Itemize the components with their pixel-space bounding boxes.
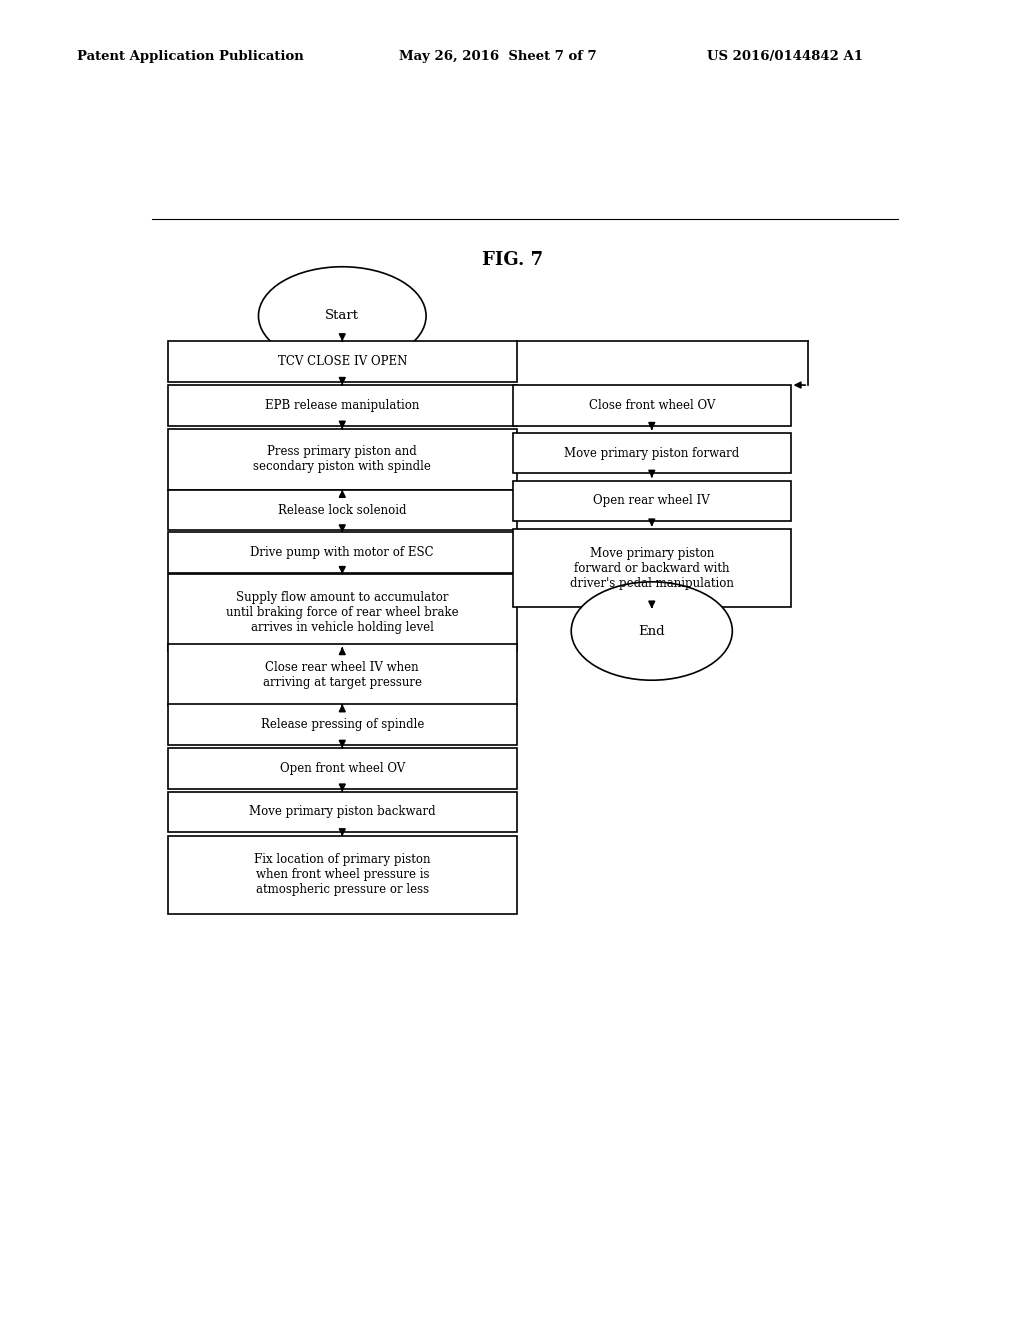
Text: May 26, 2016  Sheet 7 of 7: May 26, 2016 Sheet 7 of 7 (399, 50, 597, 63)
FancyBboxPatch shape (513, 480, 791, 521)
Text: US 2016/0144842 A1: US 2016/0144842 A1 (707, 50, 862, 63)
Text: Close front wheel OV: Close front wheel OV (589, 399, 715, 412)
FancyBboxPatch shape (168, 704, 517, 744)
FancyBboxPatch shape (168, 644, 517, 705)
Text: Move primary piston forward: Move primary piston forward (564, 446, 739, 459)
FancyBboxPatch shape (168, 490, 517, 531)
Text: Open rear wheel IV: Open rear wheel IV (593, 495, 711, 507)
Text: Fix location of primary piston
when front wheel pressure is
atmospheric pressure: Fix location of primary piston when fron… (254, 854, 430, 896)
Text: Move primary piston
forward or backward with
driver's pedal manipulation: Move primary piston forward or backward … (569, 546, 734, 590)
Text: Press primary piston and
secondary piston with spindle: Press primary piston and secondary pisto… (253, 445, 431, 474)
FancyBboxPatch shape (168, 748, 517, 788)
Text: Release lock solenoid: Release lock solenoid (279, 503, 407, 516)
Ellipse shape (571, 582, 732, 680)
Text: End: End (638, 624, 666, 638)
FancyBboxPatch shape (513, 529, 791, 607)
FancyBboxPatch shape (168, 792, 517, 833)
Text: TCV CLOSE IV OPEN: TCV CLOSE IV OPEN (278, 355, 407, 368)
Text: Start: Start (326, 309, 359, 322)
FancyBboxPatch shape (168, 342, 517, 381)
Text: Supply flow amount to accumulator
until braking force of rear wheel brake
arrive: Supply flow amount to accumulator until … (226, 591, 459, 634)
Ellipse shape (258, 267, 426, 366)
FancyBboxPatch shape (168, 574, 517, 651)
Text: Patent Application Publication: Patent Application Publication (77, 50, 303, 63)
Text: FIG. 7: FIG. 7 (482, 251, 544, 269)
Text: Close rear wheel IV when
arriving at target pressure: Close rear wheel IV when arriving at tar… (263, 661, 422, 689)
FancyBboxPatch shape (168, 532, 517, 573)
FancyBboxPatch shape (168, 837, 517, 913)
Text: Release pressing of spindle: Release pressing of spindle (260, 718, 424, 731)
FancyBboxPatch shape (168, 385, 517, 426)
FancyBboxPatch shape (513, 385, 791, 426)
FancyBboxPatch shape (168, 429, 517, 490)
FancyBboxPatch shape (513, 433, 791, 474)
Text: Open front wheel OV: Open front wheel OV (280, 762, 404, 775)
Text: Move primary piston backward: Move primary piston backward (249, 805, 435, 818)
Text: EPB release manipulation: EPB release manipulation (265, 399, 420, 412)
Text: Drive pump with motor of ESC: Drive pump with motor of ESC (251, 546, 434, 560)
